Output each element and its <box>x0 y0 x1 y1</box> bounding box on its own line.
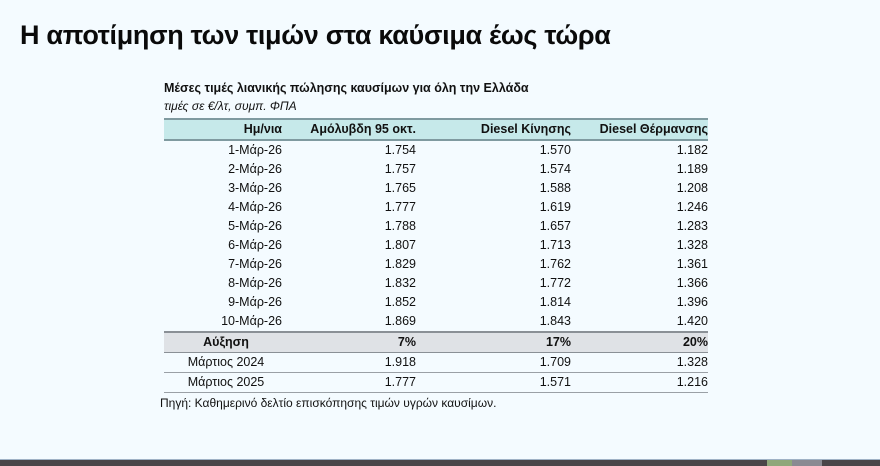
summary-diesel-heating: 20% <box>571 331 708 353</box>
cell-unleaded95: 1.754 <box>384 143 416 157</box>
table-row: 8-Μάρ-26 1.832 1.772 1.366 <box>164 274 708 293</box>
table-row: 3-Μάρ-26 1.765 1.588 1.208 <box>164 179 708 198</box>
cell-date: 5-Μάρ-26 <box>228 219 282 233</box>
cell-diesel-motion: 1.619 <box>539 200 571 214</box>
cell-diesel-motion: 1.574 <box>539 162 571 176</box>
cell-diesel-heating: 1.361 <box>676 257 708 271</box>
cell-date: 7-Μάρ-26 <box>228 257 282 271</box>
cell-diesel-motion: 1.772 <box>539 276 571 290</box>
fuel-price-table-block: Μέσες τιμές λιανικής πώλησης καυσίμων γι… <box>160 80 708 410</box>
table-row: 6-Μάρ-26 1.807 1.713 1.328 <box>164 236 708 255</box>
cell-diesel-motion: 1.843 <box>539 314 571 328</box>
fuel-price-table: Ημ/νια Αμόλυβδη 95 οκτ. Diesel Κίνησης D… <box>164 118 708 393</box>
cell-unleaded95: 1.829 <box>384 257 416 271</box>
taskbar-app-button[interactable] <box>767 460 822 466</box>
header-diesel-motion: Diesel Κίνησης <box>416 118 571 141</box>
cell-date: 2-Μάρ-26 <box>228 162 282 176</box>
cell-diesel-heating: 1.283 <box>676 219 708 233</box>
cell-unleaded95: 1.765 <box>384 181 416 195</box>
table-row: 5-Μάρ-26 1.788 1.657 1.283 <box>164 217 708 236</box>
table-subtitle: τιμές σε €/λτ, συμπ. ΦΠΑ <box>164 99 297 113</box>
cell-diesel-heating: 1.420 <box>676 314 708 328</box>
cell-diesel-heating: 1.366 <box>676 276 708 290</box>
cell-diesel-motion: 1.713 <box>539 238 571 252</box>
cell-diesel-heating: 1.189 <box>676 162 708 176</box>
table-row: 7-Μάρ-26 1.829 1.762 1.361 <box>164 255 708 274</box>
cell-diesel-motion: 1.762 <box>539 257 571 271</box>
source-note: Πηγή: Καθημερινό δελτίο επισκόπησης τιμώ… <box>160 396 497 410</box>
summary-label: Αύξηση <box>164 331 288 353</box>
comparison-unleaded95: 1.777 <box>288 372 416 393</box>
comparison-row: Μάρτιος 2025 1.777 1.571 1.216 <box>164 372 708 393</box>
cell-date: 9-Μάρ-26 <box>228 295 282 309</box>
cell-diesel-heating: 1.328 <box>676 238 708 252</box>
cell-date: 8-Μάρ-26 <box>228 276 282 290</box>
header-unleaded95: Αμόλυβδη 95 οκτ. <box>288 118 416 141</box>
cell-diesel-heating: 1.182 <box>676 143 708 157</box>
comparison-diesel-motion: 1.571 <box>416 372 571 393</box>
cell-date: 4-Μάρ-26 <box>228 200 282 214</box>
table-row: 4-Μάρ-26 1.777 1.619 1.246 <box>164 198 708 217</box>
summary-diesel-motion: 17% <box>416 331 571 353</box>
table-row: 2-Μάρ-26 1.757 1.574 1.189 <box>164 160 708 179</box>
cell-diesel-motion: 1.814 <box>539 295 571 309</box>
cell-unleaded95: 1.869 <box>384 314 416 328</box>
cell-unleaded95: 1.832 <box>384 276 416 290</box>
increase-summary-row: Αύξηση 7% 17% 20% <box>164 331 708 353</box>
summary-unleaded95: 7% <box>288 331 416 353</box>
slide-title: Η αποτίμηση των τιμών στα καύσιμα έως τώ… <box>20 20 611 50</box>
table-row: 10-Μάρ-26 1.869 1.843 1.420 <box>164 312 708 332</box>
comparison-diesel-heating: 1.216 <box>571 372 708 393</box>
cell-diesel-heating: 1.396 <box>676 295 708 309</box>
cell-diesel-motion: 1.570 <box>539 143 571 157</box>
comparison-row: Μάρτιος 2024 1.918 1.709 1.328 <box>164 352 708 373</box>
bottom-taskbar <box>0 459 880 466</box>
comparison-unleaded95: 1.918 <box>288 352 416 373</box>
cell-diesel-heating: 1.246 <box>676 200 708 214</box>
table-row: 1-Μάρ-26 1.754 1.570 1.182 <box>164 140 708 160</box>
table-header-row: Ημ/νια Αμόλυβδη 95 οκτ. Diesel Κίνησης D… <box>164 118 708 141</box>
header-date: Ημ/νια <box>164 118 288 141</box>
cell-date: 1-Μάρ-26 <box>228 143 282 157</box>
table-row: 9-Μάρ-26 1.852 1.814 1.396 <box>164 293 708 312</box>
cell-diesel-motion: 1.588 <box>539 181 571 195</box>
cell-date: 10-Μάρ-26 <box>221 314 282 328</box>
header-diesel-heating: Diesel Θέρμανσης <box>571 118 708 141</box>
cell-date: 6-Μάρ-26 <box>228 238 282 252</box>
comparison-label: Μάρτιος 2024 <box>164 352 288 373</box>
comparison-diesel-motion: 1.709 <box>416 352 571 373</box>
cell-unleaded95: 1.777 <box>384 200 416 214</box>
cell-unleaded95: 1.852 <box>384 295 416 309</box>
cell-date: 3-Μάρ-26 <box>228 181 282 195</box>
cell-diesel-motion: 1.657 <box>539 219 571 233</box>
comparison-diesel-heating: 1.328 <box>571 352 708 373</box>
cell-unleaded95: 1.807 <box>384 238 416 252</box>
cell-diesel-heating: 1.208 <box>676 181 708 195</box>
table-title: Μέσες τιμές λιανικής πώλησης καυσίμων γι… <box>164 81 529 95</box>
cell-unleaded95: 1.757 <box>384 162 416 176</box>
cell-unleaded95: 1.788 <box>384 219 416 233</box>
comparison-label: Μάρτιος 2025 <box>164 372 288 393</box>
